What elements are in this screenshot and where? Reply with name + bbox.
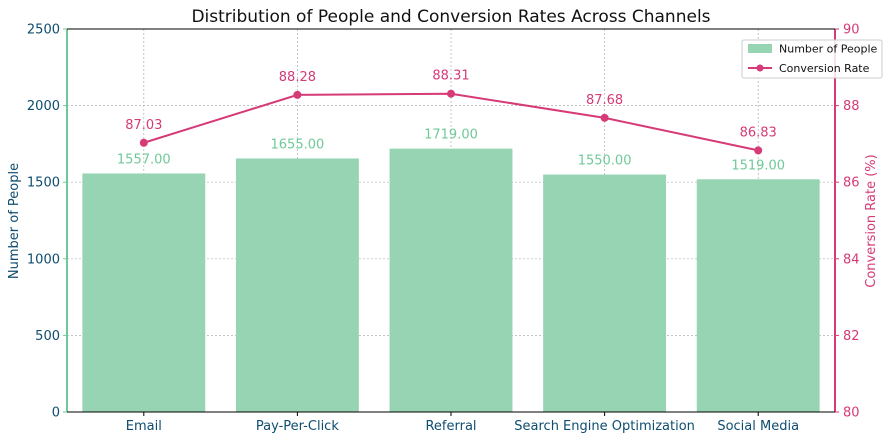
bar-1	[235, 158, 359, 412]
conversion-point-4	[754, 146, 763, 155]
x-tick-label-1: Pay-Per-Click	[256, 419, 339, 434]
bar-value-label-3: 1550.00	[578, 154, 632, 169]
conversion-value-label-1: 88.28	[279, 70, 316, 85]
y-axis-left-title: Number of People	[7, 163, 22, 279]
y-right-tick-label-2: 84	[843, 252, 860, 267]
bar-value-label-0: 1557.00	[117, 152, 171, 167]
bars	[82, 148, 820, 412]
legend-line-label: Conversion Rate	[779, 62, 870, 75]
data-labels: 1557.00 1655.00 1719.00 1550.00 1519.00 87.03…	[117, 69, 785, 174]
y-left-tick-label-1: 500	[35, 329, 60, 344]
y-left-tick-label-3: 1500	[27, 176, 60, 191]
bar-value-label-2: 1719.00	[424, 128, 478, 143]
conversion-value-label-2: 88.31	[432, 69, 469, 84]
bar-0	[82, 173, 206, 412]
legend-bar-label: Number of People	[779, 43, 878, 56]
conversion-value-label-3: 87.68	[586, 93, 623, 108]
conversion-point-3	[600, 113, 609, 122]
conversion-point-2	[447, 89, 455, 98]
bar-2	[389, 148, 513, 412]
x-tick-label-2: Referral	[425, 419, 476, 434]
y-left-tick-label-2: 1000	[27, 252, 60, 267]
legend-line-marker	[756, 64, 764, 72]
y-right-tick-label-3: 86	[843, 176, 860, 191]
y-left-tick-label-5: 2500	[27, 23, 60, 38]
legend: Number of People Conversion Rate	[741, 39, 883, 79]
y-left-tick-label-4: 2000	[27, 99, 60, 114]
x-tick-label-4: Social Media	[717, 419, 799, 434]
y-axis-right-title: Conversion Rate (%)	[864, 154, 879, 287]
y-right-tick-label-1: 82	[843, 329, 860, 344]
y-right-tick-label-5: 90	[843, 23, 860, 38]
x-tick-label-3: Search Engine Optimization	[514, 419, 695, 434]
y-left-tick-label-0: 0	[52, 406, 60, 421]
legend-frame	[741, 39, 883, 79]
bar-4	[696, 179, 820, 412]
y-right-tick-label-4: 88	[843, 99, 860, 114]
x-tick-label-0: Email	[126, 419, 162, 434]
legend-bar-swatch	[748, 44, 772, 53]
bar-value-label-1: 1655.00	[271, 137, 325, 152]
chart-title: Distribution of People and Conversion Ra…	[191, 7, 710, 27]
y-right-tick-label-0: 80	[843, 406, 860, 421]
axes: 0 500 1000 1500 2000 2500 80 82 84 86 88 90 Email Pay…	[27, 23, 860, 435]
bar-3	[543, 174, 667, 412]
bar-value-label-4: 1519.00	[731, 158, 785, 173]
conversion-value-label-4: 86.83	[740, 125, 777, 140]
conversion-point-0	[139, 138, 148, 147]
conversion-value-label-0: 87.03	[125, 118, 162, 133]
conversion-line	[139, 89, 763, 155]
conversion-point-1	[293, 90, 302, 99]
